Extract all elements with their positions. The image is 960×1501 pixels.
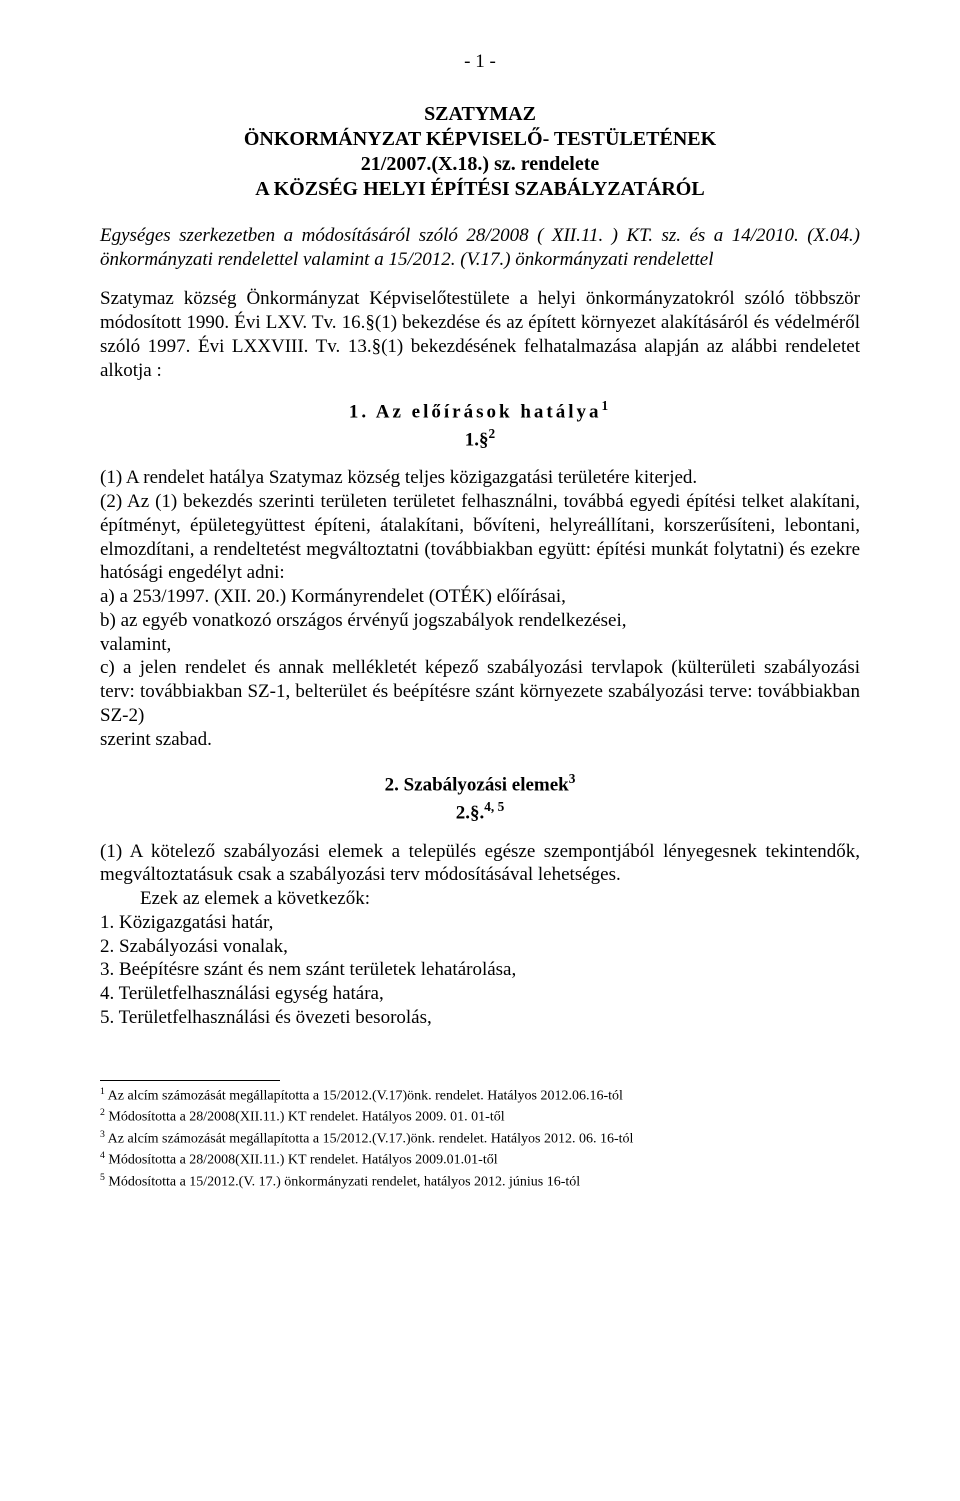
s2-lead: Ezek az elemek a következők: (140, 887, 860, 911)
section-2-sub: 2.§.4, 5 (100, 799, 860, 825)
spacer (100, 277, 860, 287)
s1-valamint: valamint, (100, 633, 860, 657)
s1-paragraph-2: (2) Az (1) bekezdés szerinti területen t… (100, 490, 860, 585)
footnote-ref-1: 1 (602, 398, 612, 413)
section-1-heading-text: 1. Az előírások hatálya (349, 402, 602, 423)
footnote-separator (100, 1080, 280, 1081)
s2-item-5: 5. Területfelhasználási és övezeti besor… (100, 1006, 860, 1030)
section-1-sub: 1.§2 (100, 426, 860, 452)
footnote-3: 3 Az alcím számozását megállapította a 1… (100, 1128, 860, 1150)
s1-item-c: c) a jelen rendelet és annak mellékletét… (100, 656, 860, 727)
footnote-5-text: Módosította a 15/2012.(V. 17.) önkormány… (108, 1174, 580, 1189)
footnote-4: 4 Módosította a 28/2008(XII.11.) KT rend… (100, 1149, 860, 1171)
title-line-4: A KÖZSÉG HELYI ÉPÍTÉSI SZABÁLYZATÁRÓL (100, 177, 860, 202)
s1-item-a: a) a 253/1997. (XII. 20.) Kormányrendele… (100, 585, 860, 609)
section-1-sub-text: 1.§ (465, 430, 489, 451)
title-block: SZATYMAZ ÖNKORMÁNYZAT KÉPVISELŐ- TESTÜLE… (100, 102, 860, 202)
footnote-ref-4-5: 4, 5 (484, 799, 504, 814)
page-number: - 1 - (100, 50, 860, 74)
title-line-3: 21/2007.(X.18.) sz. rendelete (100, 152, 860, 177)
intro-italic: Egységes szerkezetben a módosításáról sz… (100, 224, 860, 272)
footnote-2: 2 Módosította a 28/2008(XII.11.) KT rend… (100, 1106, 860, 1128)
footnote-1: 1 Az alcím számozását megállapította a 1… (100, 1085, 860, 1107)
footnote-ref-3: 3 (569, 771, 576, 786)
s2-item-1: 1. Közigazgatási határ, (100, 911, 860, 935)
section-1-heading: 1. Az előírások hatálya1 (100, 398, 860, 424)
footnote-3-text: Az alcím számozását megállapította a 15/… (108, 1131, 634, 1146)
s2-paragraph-1: (1) A kötelező szabályozási elemek a tel… (100, 840, 860, 888)
s1-paragraph-1: (1) A rendelet hatálya Szatymaz község t… (100, 466, 860, 490)
document-page: - 1 - SZATYMAZ ÖNKORMÁNYZAT KÉPVISELŐ- T… (0, 0, 960, 1501)
section-2-sub-text: 2.§. (456, 803, 485, 824)
s1-szerint: szerint szabad. (100, 728, 860, 752)
footnote-ref-2: 2 (489, 426, 496, 441)
section-2-heading: 2. Szabályozási elemek3 (100, 771, 860, 797)
s2-item-3: 3. Beépítésre szánt és nem szánt terület… (100, 958, 860, 982)
s1-item-b: b) az egyéb vonatkozó országos érvényű j… (100, 609, 860, 633)
footnote-1-text: Az alcím számozását megállapította a 15/… (108, 1088, 623, 1103)
section-2-heading-text: 2. Szabályozási elemek (385, 775, 569, 796)
title-line-1: SZATYMAZ (100, 102, 860, 127)
footnote-2-text: Módosította a 28/2008(XII.11.) KT rendel… (108, 1110, 504, 1125)
s2-item-2: 2. Szabályozási vonalak, (100, 935, 860, 959)
title-line-2: ÖNKORMÁNYZAT KÉPVISELŐ- TESTÜLETÉNEK (100, 127, 860, 152)
s2-item-4: 4. Területfelhasználási egység határa, (100, 982, 860, 1006)
footnote-5: 5 Módosította a 15/2012.(V. 17.) önkormá… (100, 1171, 860, 1193)
preamble: Szatymaz község Önkormányzat Képviselőte… (100, 287, 860, 382)
footnote-4-text: Módosította a 28/2008(XII.11.) KT rendel… (108, 1153, 497, 1168)
footnotes-block: 1 Az alcím számozását megállapította a 1… (100, 1085, 860, 1193)
